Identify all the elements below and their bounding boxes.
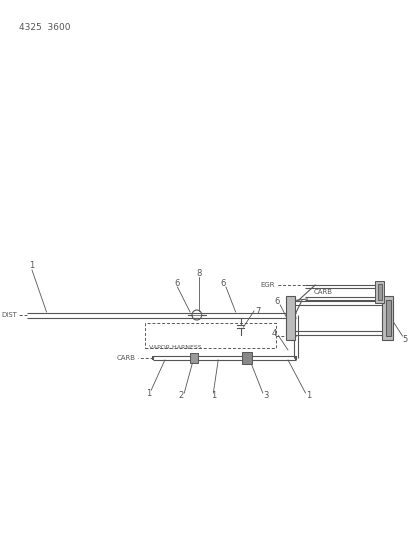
Text: 1: 1: [146, 389, 151, 398]
Bar: [375, 281, 384, 303]
Text: 5: 5: [403, 335, 408, 343]
Text: EGR: EGR: [260, 282, 275, 288]
Bar: [382, 296, 393, 340]
Bar: [190, 353, 198, 363]
Text: 2: 2: [179, 392, 184, 400]
Text: 4325  3600: 4325 3600: [19, 23, 71, 32]
Text: 4: 4: [271, 328, 276, 337]
Text: 7: 7: [255, 306, 261, 316]
Text: VAPOR HARNESS: VAPOR HARNESS: [149, 345, 202, 350]
Bar: [242, 352, 252, 364]
Text: CARB: CARB: [117, 355, 136, 361]
Text: 8: 8: [196, 269, 202, 278]
Text: 6: 6: [175, 279, 180, 288]
Text: 6: 6: [275, 297, 280, 306]
Bar: [378, 284, 382, 300]
Text: 1: 1: [306, 392, 311, 400]
Text: 1: 1: [29, 262, 35, 271]
Text: DIST: DIST: [2, 312, 18, 318]
Text: 1: 1: [211, 392, 216, 400]
Text: 3: 3: [263, 392, 268, 400]
Bar: [386, 300, 391, 336]
Bar: [286, 296, 295, 340]
Text: CARB: CARB: [313, 289, 332, 295]
Text: 6: 6: [220, 279, 226, 288]
